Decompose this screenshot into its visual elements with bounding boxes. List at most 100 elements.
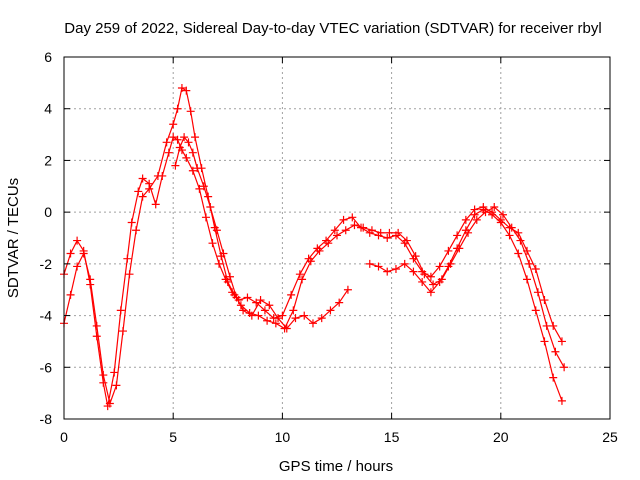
data-point (444, 246, 453, 255)
data-point (73, 262, 82, 271)
data-point (66, 290, 75, 299)
x-tick-label: 15 (384, 429, 400, 445)
data-point (402, 236, 411, 245)
data-point (175, 143, 184, 152)
data-point (151, 200, 160, 209)
x-tick-label: 25 (602, 429, 618, 445)
data-point (376, 228, 385, 237)
y-tick-label: 2 (44, 152, 52, 168)
data-point (265, 301, 274, 310)
data-point (153, 171, 162, 180)
data-point (306, 257, 315, 266)
data-point (105, 399, 114, 408)
data-point (127, 218, 136, 227)
data-point (169, 120, 178, 129)
data-point (479, 205, 488, 214)
data-point (132, 226, 141, 235)
data-point (560, 363, 569, 372)
data-point (287, 290, 296, 299)
data-point (426, 288, 435, 297)
series-line (63, 87, 565, 405)
data-point (164, 148, 173, 157)
data-point (330, 226, 339, 235)
data-point (289, 306, 298, 315)
data-point (232, 293, 241, 302)
y-tick-label: -4 (40, 308, 53, 324)
data-point (533, 288, 542, 297)
data-point (315, 246, 324, 255)
data-point (385, 228, 394, 237)
y-tick-label: 4 (44, 101, 52, 117)
data-point (551, 347, 560, 356)
data-point (199, 182, 208, 191)
data-point (516, 236, 525, 245)
data-point (326, 306, 335, 315)
data-point (317, 314, 326, 323)
data-point (206, 202, 215, 211)
data-point (365, 259, 374, 268)
data-point (557, 337, 566, 346)
data-point (66, 249, 75, 258)
x-tick-label: 10 (275, 429, 291, 445)
data-point (171, 161, 180, 170)
data-point (350, 221, 359, 230)
data-point (118, 327, 127, 336)
data-point (461, 215, 470, 224)
data-point (99, 378, 108, 387)
y-tick-label: -2 (40, 256, 53, 272)
data-point (110, 368, 119, 377)
data-point (333, 231, 341, 240)
data-point (243, 293, 252, 302)
data-point (374, 262, 383, 271)
data-point (435, 262, 444, 271)
data-point (383, 234, 392, 242)
y-tick-label: 0 (44, 204, 52, 220)
data-point (498, 210, 507, 219)
x-tick-label: 0 (60, 429, 68, 445)
series-arc-1 (60, 133, 566, 411)
data-point (201, 213, 210, 222)
data-point (92, 321, 101, 330)
data-point (411, 252, 420, 261)
data-point (549, 373, 558, 382)
data-point (282, 324, 291, 333)
data-point (542, 321, 551, 330)
data-point (188, 148, 197, 157)
data-point (169, 133, 178, 142)
data-point (514, 249, 523, 258)
data-point (195, 184, 204, 193)
data-point (182, 153, 191, 162)
data-point (208, 239, 217, 248)
data-point (291, 314, 300, 323)
data-point (79, 249, 88, 258)
data-point (435, 277, 444, 286)
grid (64, 57, 610, 419)
data-point (444, 262, 453, 271)
data-point (260, 306, 269, 315)
x-tick-label: 5 (169, 429, 177, 445)
data-point (295, 270, 304, 279)
data-point (300, 311, 309, 320)
data-point (418, 277, 427, 286)
data-point (453, 231, 462, 240)
data-point (540, 296, 549, 305)
data-point (125, 270, 134, 279)
data-point (343, 285, 352, 294)
data-point (271, 319, 280, 328)
data-point (256, 296, 265, 305)
data-point (348, 213, 357, 222)
data-point (145, 184, 154, 193)
x-axis-label: GPS time / hours (279, 458, 393, 475)
series-arc-3 (171, 133, 352, 333)
data-point (470, 210, 479, 219)
data-point (335, 298, 344, 307)
data-point (123, 254, 132, 263)
data-point (182, 86, 191, 95)
data-point (184, 138, 193, 147)
data-point (180, 133, 189, 142)
data-point (134, 187, 143, 196)
data-point (391, 265, 400, 274)
data-point (112, 381, 121, 390)
data-point (429, 280, 438, 289)
